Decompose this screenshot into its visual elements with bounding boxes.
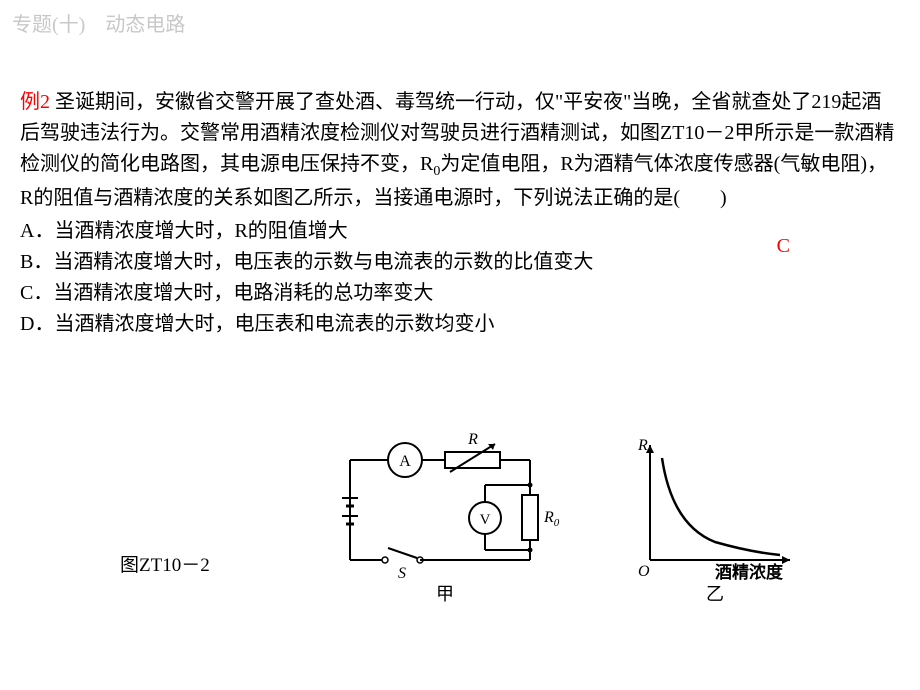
option-b: B．当酒精浓度增大时，电压表的示数与电流表的示数的比值变大 [20,247,900,278]
option-c: C．当酒精浓度增大时，电路消耗的总功率变大 [20,278,900,309]
figure-label: 图ZT10－2 [120,550,210,577]
option-d: D．当酒精浓度增大时，电压表和电流表的示数均变小 [20,309,900,340]
circuit-caption: 甲 [436,584,454,604]
r-label: R [467,431,478,448]
option-a: A．当酒精浓度增大时，R的阻值增大 [20,216,900,247]
ammeter-label: A [399,453,411,470]
question-body: 例2 圣诞期间，安徽省交警开展了查处酒、毒驾统一行动，仅"平安夜"当晚，全省就查… [20,87,900,214]
answer-mark: C [777,235,790,258]
figures-row: 图ZT10－2 A R R0 [0,430,920,660]
graph-caption: 乙 [706,584,724,604]
header-title: 专题(十) 动态电路 [12,14,185,36]
question-content: 例2 圣诞期间，安徽省交警开展了查处酒、毒驾统一行动，仅"平安夜"当晚，全省就查… [0,37,920,340]
example-label: 例2 [20,91,50,113]
r0-sub: 0 [554,517,560,529]
graph-origin: O [638,563,650,580]
circuit-diagram: A R R0 V [330,430,560,630]
page-header: 专题(十) 动态电路 [0,0,920,37]
switch-label: S [398,565,406,582]
graph-diagram: R O 酒精浓度 乙 [620,430,820,630]
graph-x-label: 酒精浓度 [715,562,784,582]
svg-text:R0: R0 [543,509,560,529]
options-block: A．当酒精浓度增大时，R的阻值增大 B．当酒精浓度增大时，电压表的示数与电流表的… [20,216,900,340]
voltmeter-label: V [480,512,491,528]
r0-label: R [543,509,554,526]
graph-y-label: R [637,437,648,454]
